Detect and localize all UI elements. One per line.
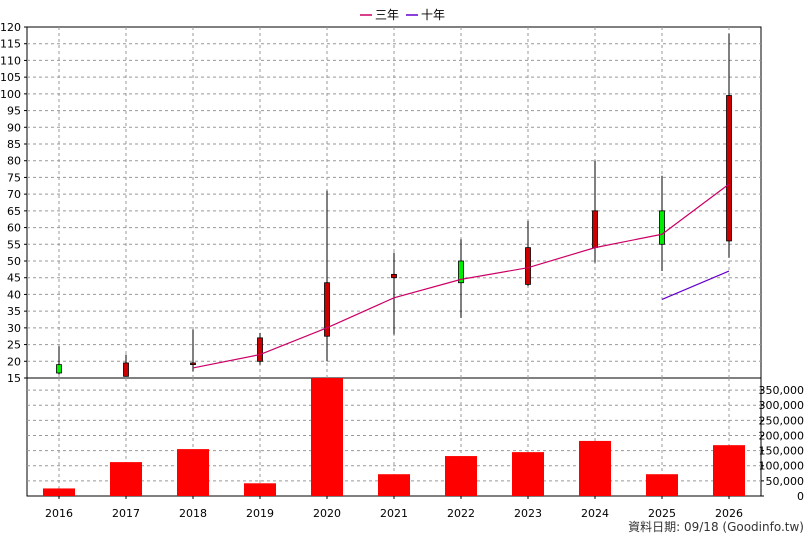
legend-label-10yr: 十年 bbox=[421, 8, 445, 22]
volume-bar bbox=[110, 462, 142, 496]
x-tick-label: 2020 bbox=[313, 507, 341, 520]
candle-body bbox=[324, 282, 330, 337]
volume-bar bbox=[311, 378, 343, 496]
legend-label-3yr: 三年 bbox=[375, 8, 399, 22]
volume-grid bbox=[27, 378, 761, 496]
price-y-tick-label: 15 bbox=[7, 372, 21, 385]
candle-body bbox=[659, 210, 665, 245]
price-y-tick-label: 65 bbox=[7, 205, 21, 218]
price-y-tick-label: 75 bbox=[7, 171, 21, 184]
candle-body bbox=[391, 273, 397, 279]
x-tick-label: 2025 bbox=[648, 507, 676, 520]
price-y-tick-label: 40 bbox=[7, 288, 21, 301]
volume-bars bbox=[43, 378, 745, 496]
x-tick-label: 2024 bbox=[581, 507, 609, 520]
volume-bar bbox=[378, 474, 410, 496]
x-tick-label: 2018 bbox=[179, 507, 207, 520]
volume-bar bbox=[646, 474, 678, 496]
moving-average-lines bbox=[192, 183, 730, 369]
x-axis: 2016 2017 2018 2019 2020 2021 2022 2023 2024 2025… bbox=[45, 496, 743, 520]
price-y-tick-label: 95 bbox=[7, 105, 21, 118]
price-y-tick-label: 115 bbox=[0, 38, 21, 51]
volume-y-tick-label: 350,000 bbox=[759, 384, 805, 397]
candle-body bbox=[123, 362, 129, 377]
volume-y-tick-label: 50,000 bbox=[766, 475, 805, 488]
price-grid bbox=[27, 27, 761, 378]
volume-y-tick-label: 300,000 bbox=[759, 399, 805, 412]
volume-y-axis: 0 50,000 100,000 150,000 200,000 250,000 300,0… bbox=[759, 384, 805, 503]
price-y-tick-label: 50 bbox=[7, 255, 21, 268]
candle-body bbox=[525, 247, 531, 285]
price-y-tick-label: 20 bbox=[7, 355, 21, 368]
candle-body bbox=[726, 95, 732, 242]
price-y-tick-label: 60 bbox=[7, 222, 21, 235]
price-y-tick-label: 120 bbox=[0, 21, 21, 34]
x-tick-label: 2017 bbox=[112, 507, 140, 520]
volume-bar bbox=[445, 456, 477, 496]
candle-body bbox=[190, 362, 196, 366]
price-y-tick-label: 45 bbox=[7, 272, 21, 285]
candle-body bbox=[257, 337, 263, 362]
price-y-tick-label: 30 bbox=[7, 322, 21, 335]
price-y-tick-label: 85 bbox=[7, 138, 21, 151]
legend: 三年 十年 bbox=[360, 8, 445, 22]
x-tick-label: 2021 bbox=[380, 507, 408, 520]
x-tick-label: 2022 bbox=[447, 507, 475, 520]
price-y-tick-label: 25 bbox=[7, 339, 21, 352]
volume-y-tick-label: 250,000 bbox=[759, 414, 805, 427]
price-y-tick-label: 70 bbox=[7, 188, 21, 201]
price-y-tick-label: 105 bbox=[0, 71, 21, 84]
volume-y-tick-label: 150,000 bbox=[759, 445, 805, 458]
ma-line-10yr bbox=[661, 270, 730, 300]
price-y-tick-label: 55 bbox=[7, 238, 21, 251]
price-y-tick-label: 100 bbox=[0, 88, 21, 101]
price-y-tick-label: 80 bbox=[7, 155, 21, 168]
x-tick-label: 2026 bbox=[715, 507, 743, 520]
x-tick-label: 2023 bbox=[514, 507, 542, 520]
volume-bar bbox=[579, 440, 611, 496]
volume-y-tick-label: 100,000 bbox=[759, 460, 805, 473]
x-tick-label: 2019 bbox=[246, 507, 274, 520]
price-y-tick-label: 110 bbox=[0, 54, 21, 67]
candle-body bbox=[56, 364, 62, 374]
candle-body bbox=[458, 260, 464, 284]
candle-body bbox=[592, 210, 598, 249]
volume-bar bbox=[713, 445, 745, 496]
x-tick-label: 2016 bbox=[45, 507, 73, 520]
footer-source: 資料日期: 09/18 (Goodinfo.tw) bbox=[628, 520, 804, 534]
price-y-tick-label: 35 bbox=[7, 305, 21, 318]
price-y-axis: 15 20 25 30 35 40 45 50 55 60 65 70 75 80 85 90 95 100 105… bbox=[0, 21, 27, 385]
volume-bar bbox=[244, 483, 276, 496]
ma-line-3yr bbox=[192, 183, 730, 369]
volume-y-tick-label: 200,000 bbox=[759, 429, 805, 442]
volume-y-tick-label: 0 bbox=[797, 490, 804, 503]
volume-bar bbox=[177, 449, 209, 496]
price-y-tick-label: 90 bbox=[7, 121, 21, 134]
candlesticks bbox=[56, 33, 732, 377]
volume-bar bbox=[43, 488, 75, 496]
volume-bar bbox=[512, 452, 544, 496]
